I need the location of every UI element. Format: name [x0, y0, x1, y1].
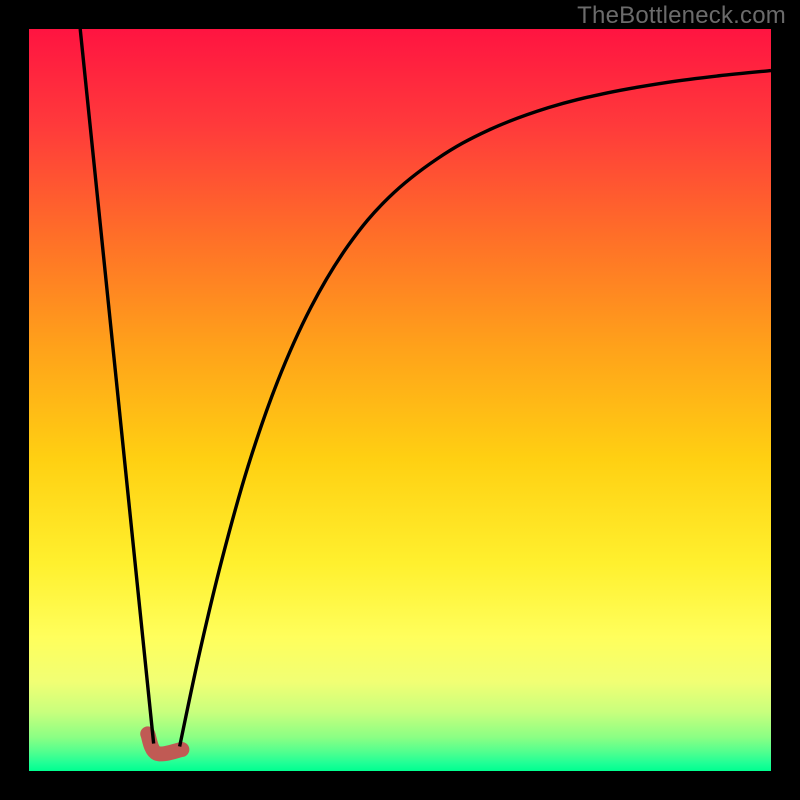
watermark-text: TheBottleneck.com — [577, 2, 786, 30]
right-curve-line — [180, 71, 771, 747]
plot-area — [29, 29, 771, 771]
curve-layer — [29, 29, 771, 771]
chart-frame: TheBottleneck.com — [0, 0, 800, 800]
left-descent-line — [80, 29, 153, 744]
